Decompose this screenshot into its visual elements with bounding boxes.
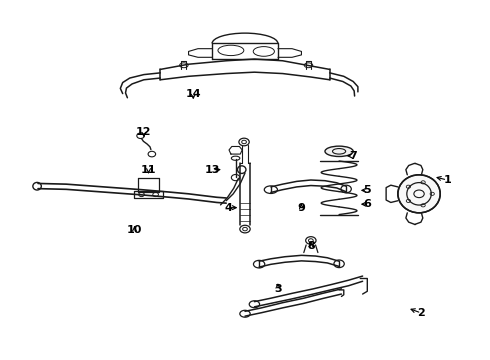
Text: 11: 11: [141, 165, 156, 175]
Ellipse shape: [325, 146, 353, 157]
Text: 13: 13: [204, 165, 220, 175]
Text: 9: 9: [297, 203, 305, 213]
Text: 2: 2: [417, 308, 425, 318]
Text: 6: 6: [364, 199, 371, 209]
Text: 5: 5: [364, 185, 371, 195]
Ellipse shape: [398, 175, 440, 213]
Text: 10: 10: [127, 225, 142, 235]
Text: 7: 7: [349, 151, 357, 161]
Text: 8: 8: [307, 241, 315, 251]
Text: 4: 4: [224, 203, 232, 213]
Text: 1: 1: [443, 175, 451, 185]
Text: 14: 14: [185, 89, 201, 99]
Text: 12: 12: [136, 127, 151, 136]
Text: 3: 3: [274, 284, 282, 294]
